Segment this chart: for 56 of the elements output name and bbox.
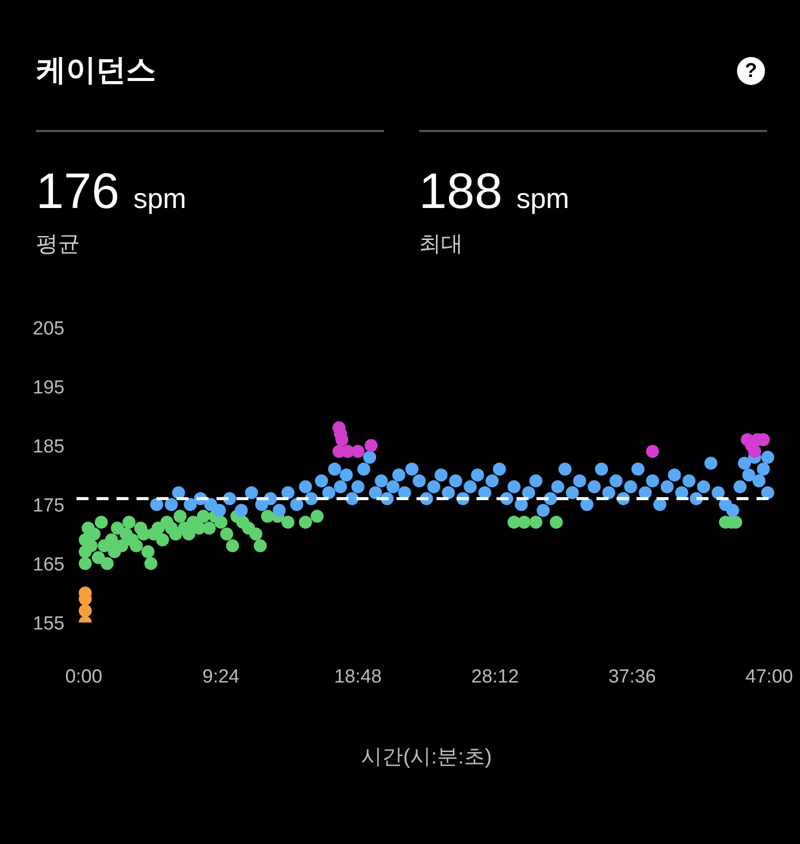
x-tick-label: 47:00: [745, 666, 793, 688]
point: [351, 444, 364, 458]
point: [226, 539, 240, 552]
text: 최대: [419, 230, 463, 258]
chart-title: 케이던스: [36, 53, 156, 89]
point: [214, 516, 228, 529]
x-tick-label: 18:48: [334, 666, 382, 688]
point: [152, 522, 165, 535]
point: [169, 528, 182, 540]
point: [196, 510, 210, 523]
point: [88, 528, 100, 540]
x-tick-label: 28:12: [471, 666, 519, 688]
point: [748, 444, 762, 458]
x-tick-label: 0:00: [65, 666, 102, 688]
y-tick-label: 165: [32, 554, 64, 576]
point: [92, 551, 105, 564]
x-axis-title: 시간(시:분:초): [361, 746, 492, 768]
point: [78, 604, 92, 618]
point: [110, 522, 124, 535]
point: [550, 516, 563, 529]
point: [254, 539, 267, 552]
text: 평균: [36, 230, 80, 258]
point: [78, 557, 92, 570]
point: [94, 516, 108, 529]
point: [249, 528, 262, 540]
y-tick-label: 195: [32, 378, 64, 398]
point: [646, 444, 660, 458]
point: [310, 510, 324, 523]
point: [298, 516, 312, 529]
point: [144, 557, 158, 570]
y-tick-label: 155: [32, 614, 64, 634]
y-tick-label: 205: [32, 318, 64, 340]
point: [281, 516, 294, 529]
point: [220, 528, 234, 540]
text: 176 spm: [36, 163, 186, 219]
point: [182, 528, 196, 540]
point: [141, 545, 154, 558]
point: [364, 439, 378, 452]
point: [156, 533, 170, 546]
point: [202, 522, 216, 535]
point: [100, 557, 114, 570]
x-tick-label: 37:36: [608, 666, 656, 688]
y-tick-label: 175: [32, 496, 64, 516]
point: [122, 516, 136, 529]
point: [137, 528, 150, 540]
point: [115, 539, 128, 552]
x-tick-label: 9:24: [202, 666, 240, 688]
y-tick-label: 185: [32, 436, 64, 458]
help-icon: ?: [737, 57, 765, 85]
text: 188 spm: [419, 163, 570, 219]
point: [518, 516, 531, 529]
point: [174, 510, 187, 523]
point: [335, 433, 348, 446]
point: [529, 516, 542, 529]
point: [130, 539, 143, 552]
point: [105, 533, 118, 546]
